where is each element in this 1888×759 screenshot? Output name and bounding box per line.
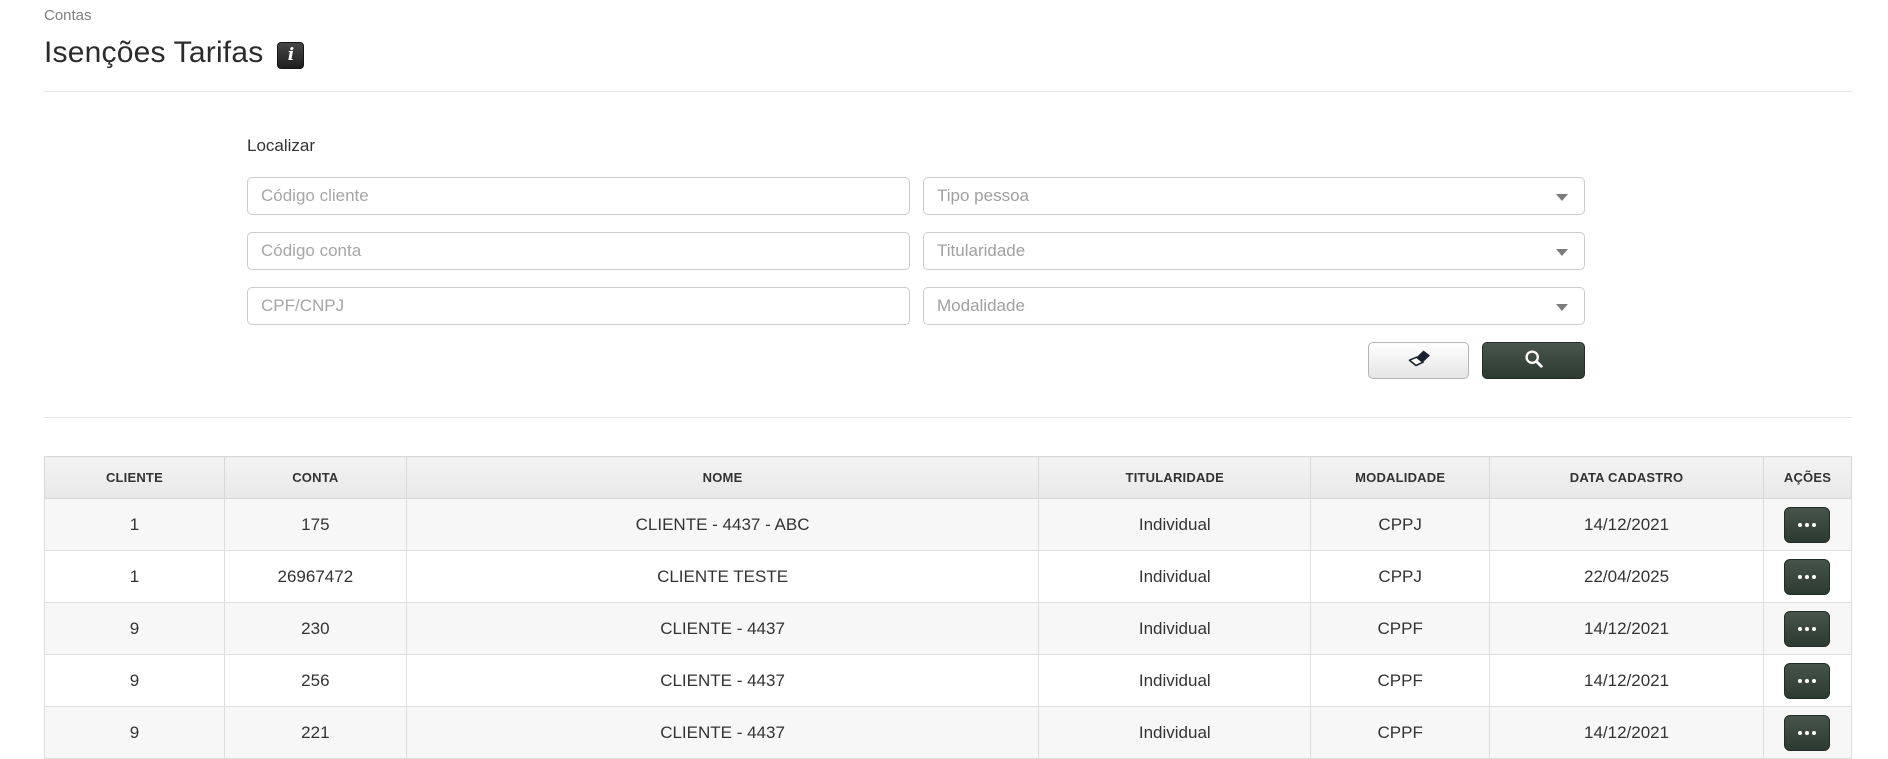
- table-row: 9 256 CLIENTE - 4437 Individual CPPF 14/…: [44, 654, 1853, 707]
- cell-data-cadastro: 14/12/2021: [1489, 654, 1764, 707]
- cell-titularidade: Individual: [1038, 706, 1312, 759]
- page-title: Isenções Tarifas: [44, 36, 264, 69]
- filter-row-1: Tipo pessoa: [247, 177, 1585, 215]
- chevron-down-icon: [1556, 304, 1568, 311]
- ellipsis-icon: [1797, 574, 1818, 579]
- column-header-data-cadastro: DATA CADASTRO: [1489, 456, 1764, 499]
- eraser-icon: [1406, 349, 1432, 372]
- cell-nome: CLIENTE - 4437: [405, 706, 1040, 759]
- table-row: 9 221 CLIENTE - 4437 Individual CPPF 14/…: [44, 706, 1853, 759]
- table-body: 1 175 CLIENTE - 4437 - ABC Individual CP…: [44, 498, 1853, 759]
- results-table: CLIENTE CONTA NOME TITULARIDADE MODALIDA…: [44, 456, 1853, 759]
- column-header-nome: NOME: [405, 456, 1040, 499]
- codigo-conta-input[interactable]: [247, 232, 910, 270]
- ellipsis-icon: [1797, 626, 1818, 631]
- column-header-titularidade: TITULARIDADE: [1038, 456, 1312, 499]
- titularidade-select-value: Titularidade: [937, 241, 1026, 260]
- title-row: Isenções Tarifas i: [44, 36, 1852, 70]
- divider-bottom: [44, 417, 1852, 418]
- chevron-down-icon: [1556, 194, 1568, 201]
- column-header-acoes: AÇÕES: [1762, 456, 1853, 499]
- tipo-pessoa-select-value: Tipo pessoa: [937, 186, 1029, 205]
- cell-acoes: [1762, 706, 1853, 759]
- codigo-cliente-input[interactable]: [247, 177, 910, 215]
- cell-conta: 26967472: [223, 550, 407, 603]
- clear-filters-button[interactable]: [1368, 342, 1469, 379]
- cell-cliente: 9: [44, 602, 225, 655]
- titularidade-select[interactable]: Titularidade: [923, 232, 1585, 270]
- cell-acoes: [1762, 654, 1853, 707]
- cell-titularidade: Individual: [1038, 550, 1312, 603]
- cell-cliente: 9: [44, 654, 225, 707]
- ellipsis-icon: [1797, 678, 1818, 683]
- cell-conta: 175: [223, 498, 407, 551]
- table-row: 1 26967472 CLIENTE TESTE Individual CPPJ…: [44, 550, 1853, 603]
- info-icon[interactable]: i: [277, 41, 305, 69]
- modalidade-select[interactable]: Modalidade: [923, 287, 1585, 325]
- cell-acoes: [1762, 602, 1853, 655]
- cell-nome: CLIENTE TESTE: [405, 550, 1040, 603]
- cell-modalidade: CPPF: [1310, 706, 1491, 759]
- cell-conta: 221: [223, 706, 407, 759]
- cpf-cnpj-input[interactable]: [247, 287, 910, 325]
- cell-data-cadastro: 14/12/2021: [1489, 602, 1764, 655]
- column-header-modalidade: MODALIDADE: [1310, 456, 1491, 499]
- cell-modalidade: CPPJ: [1310, 550, 1491, 603]
- cell-data-cadastro: 14/12/2021: [1489, 498, 1764, 551]
- cell-conta: 230: [223, 602, 407, 655]
- column-header-conta: CONTA: [223, 456, 407, 499]
- cell-titularidade: Individual: [1038, 498, 1312, 551]
- row-actions-button[interactable]: [1784, 610, 1831, 647]
- cell-titularidade: Individual: [1038, 654, 1312, 707]
- search-button[interactable]: [1482, 342, 1585, 379]
- cell-cliente: 1: [44, 550, 225, 603]
- row-actions-button[interactable]: [1784, 662, 1831, 699]
- row-actions-button[interactable]: [1784, 558, 1831, 595]
- cell-data-cadastro: 22/04/2025: [1489, 550, 1764, 603]
- cell-acoes: [1762, 498, 1853, 551]
- tipo-pessoa-select[interactable]: Tipo pessoa: [923, 177, 1585, 215]
- cell-conta: 256: [223, 654, 407, 707]
- ellipsis-icon: [1797, 522, 1818, 527]
- modalidade-select-value: Modalidade: [937, 296, 1025, 315]
- cell-nome: CLIENTE - 4437: [405, 602, 1040, 655]
- chevron-down-icon: [1556, 249, 1568, 256]
- cell-cliente: 9: [44, 706, 225, 759]
- search-icon: [1524, 349, 1544, 372]
- column-header-cliente: CLIENTE: [44, 456, 225, 499]
- page-container: Contas Isenções Tarifas i Localizar Tipo…: [44, 0, 1853, 759]
- filter-buttons-row: [247, 342, 1585, 379]
- cell-data-cadastro: 14/12/2021: [1489, 706, 1764, 759]
- cell-nome: CLIENTE - 4437: [405, 654, 1040, 707]
- ellipsis-icon: [1797, 730, 1818, 735]
- filter-form: Localizar Tipo pessoa Titularidade: [247, 136, 1585, 379]
- filter-row-2: Titularidade: [247, 232, 1585, 270]
- cell-modalidade: CPPJ: [1310, 498, 1491, 551]
- cell-modalidade: CPPF: [1310, 654, 1491, 707]
- row-actions-button[interactable]: [1784, 714, 1831, 751]
- table-header: CLIENTE CONTA NOME TITULARIDADE MODALIDA…: [44, 456, 1853, 499]
- filter-row-3: Modalidade: [247, 287, 1585, 325]
- cell-nome: CLIENTE - 4437 - ABC: [405, 498, 1040, 551]
- table-row: 1 175 CLIENTE - 4437 - ABC Individual CP…: [44, 498, 1853, 551]
- table-row: 9 230 CLIENTE - 4437 Individual CPPF 14/…: [44, 602, 1853, 655]
- row-actions-button[interactable]: [1784, 506, 1831, 543]
- cell-titularidade: Individual: [1038, 602, 1312, 655]
- cell-cliente: 1: [44, 498, 225, 551]
- cell-modalidade: CPPF: [1310, 602, 1491, 655]
- cell-acoes: [1762, 550, 1853, 603]
- divider-top: [44, 91, 1852, 92]
- breadcrumb[interactable]: Contas: [44, 7, 92, 24]
- filter-legend: Localizar: [247, 136, 316, 155]
